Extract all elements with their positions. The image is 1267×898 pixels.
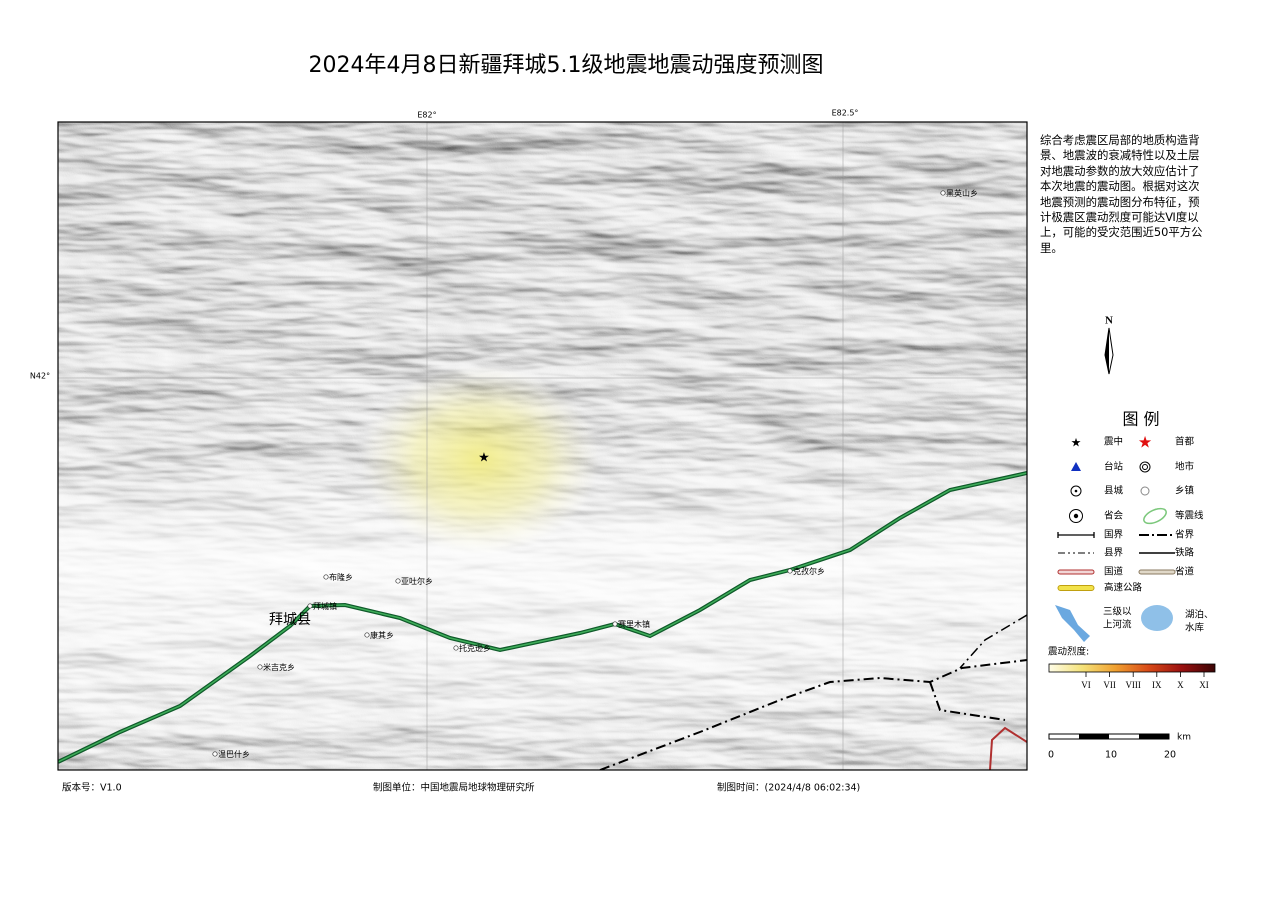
north-arrow (1105, 328, 1109, 374)
intensity-level: VII (1103, 680, 1116, 690)
county-boundary (959, 614, 1027, 669)
place-label: 赛里木镇 (618, 619, 650, 629)
legend-label: 省会 (1104, 510, 1124, 522)
place-marker (787, 568, 793, 574)
legend-title: 图 例 (1122, 410, 1159, 429)
place-marker (453, 645, 459, 651)
legend-label: 县城 (1104, 486, 1124, 497)
intensity-levels: VI VII VIII IX X XI (1081, 672, 1209, 690)
shake-zone (360, 365, 600, 555)
legend-symbol (1073, 513, 1079, 519)
legend-symbol (1140, 486, 1150, 496)
scale-tick: 10 (1105, 750, 1117, 761)
scale-tick: 0 (1048, 750, 1054, 761)
legend-symbol (1057, 532, 1095, 538)
place-label: 布隆乡 (329, 572, 353, 582)
place-marker (612, 621, 618, 627)
map-title: 2024年4月8日新疆拜城5.1级地震地震动强度预测图 (309, 53, 824, 78)
legend-label: 震中 (1104, 436, 1123, 448)
place-marker (257, 664, 263, 670)
place-label: 亚吐尔乡 (401, 576, 433, 586)
legend-label: 水库 (1185, 622, 1205, 634)
legend-symbol (1069, 509, 1083, 523)
legend-symbol (1071, 462, 1081, 471)
legend-symbol (1142, 464, 1148, 470)
legend-label: 省界 (1175, 529, 1195, 541)
legend-symbol (1139, 461, 1151, 473)
grid-label: E82.5° (832, 109, 859, 118)
legend-symbol: ★ (1071, 436, 1082, 450)
province-boundary (599, 659, 1027, 770)
legend-label: 首都 (1175, 436, 1195, 448)
place-label: 温巴什乡 (218, 749, 250, 759)
scale-bar-segment (1139, 734, 1169, 739)
province-boundary (929, 681, 1006, 721)
legend-label: 县界 (1104, 548, 1124, 559)
intensity-label: 震动烈度: (1048, 646, 1089, 658)
legend-symbol (1074, 489, 1078, 493)
legend-symbol (1138, 569, 1176, 575)
place-label: 康其乡 (370, 630, 394, 640)
intensity-level: VI (1081, 680, 1091, 690)
place-label: 拜城镇 (313, 601, 337, 611)
legend-label: 台站 (1104, 461, 1124, 473)
description: 综合考虑震区局部的地质构造背景、地震波的衰减特性以及土层对地震动参数的放大效应估… (1040, 133, 1203, 255)
place-marker (395, 578, 401, 584)
place-label: 米吉克乡 (263, 662, 295, 672)
intensity-level: VIII (1125, 680, 1141, 690)
intensity-level: XI (1199, 680, 1209, 690)
legend-symbol: ★ (1138, 433, 1152, 452)
footer-time: 制图时间：(2024/4/8 06:02:34) (717, 782, 860, 794)
scale-bar-segment (1079, 734, 1109, 739)
north-label: N (1105, 315, 1113, 327)
county-label: 拜城县 (269, 612, 311, 628)
place-marker (364, 632, 370, 638)
legend-label: 地市 (1175, 461, 1195, 473)
legend-label: 铁路 (1175, 547, 1195, 559)
footer-unit: 制图单位：中国地震局地球物理研究所 (373, 782, 535, 794)
legend-label: 省道 (1175, 566, 1195, 578)
national-road (989, 726, 1027, 770)
place-marker (940, 190, 946, 196)
legend-symbol (1057, 585, 1095, 591)
intensity-bar (1048, 663, 1216, 673)
grid-label: N42° (30, 372, 50, 381)
epicenter: ★ (478, 451, 490, 466)
scale-tick: 20 (1164, 750, 1176, 761)
legend-label: 乡镇 (1175, 485, 1195, 497)
legend-label: 高速公路 (1104, 582, 1143, 594)
place-label: 克孜尔乡 (793, 566, 825, 576)
place-marker (307, 603, 313, 609)
footer-version: 版本号：V1.0 (62, 782, 122, 794)
scale-unit: km (1177, 733, 1191, 743)
expressway-inner (58, 472, 1027, 763)
intensity-level: IX (1152, 680, 1162, 690)
legend-label: 上河流 (1103, 619, 1132, 631)
intensity-level: X (1177, 680, 1184, 690)
legend-symbol (1143, 507, 1167, 525)
legend-symbol (1070, 485, 1082, 497)
grid-label: E82° (417, 111, 436, 120)
legend-label: 等震线 (1175, 510, 1204, 522)
place-label: 黑英山乡 (946, 188, 978, 198)
legend-label: 国界 (1104, 530, 1124, 541)
legend-label: 湖泊、 (1185, 610, 1214, 621)
place-marker (323, 574, 329, 580)
legend-symbol (1057, 569, 1095, 575)
river-symbol (1055, 605, 1090, 642)
legend-label: 三级以 (1103, 606, 1132, 618)
place-marker (212, 751, 218, 757)
legend-label: 国道 (1104, 566, 1124, 578)
lake-symbol (1141, 605, 1173, 631)
place-label: 托克逊乡 (459, 643, 491, 653)
map-frame (57, 121, 1028, 771)
